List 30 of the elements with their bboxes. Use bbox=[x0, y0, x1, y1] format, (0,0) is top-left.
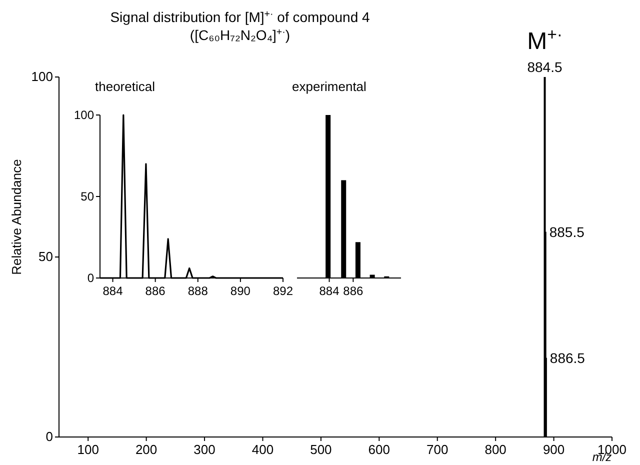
chart-title: experimental bbox=[292, 79, 367, 94]
annotation: 886.5 bbox=[550, 350, 586, 366]
x-tick-label: 300 bbox=[194, 442, 216, 457]
x-tick-label: 700 bbox=[426, 442, 448, 457]
chart-title: theoretical bbox=[95, 79, 156, 94]
x-tick-label: 500 bbox=[310, 442, 332, 457]
y-axis-title: Relative Abundance bbox=[9, 159, 24, 275]
x-tick-label: 892 bbox=[272, 284, 294, 298]
x-tick-label: 886 bbox=[343, 284, 364, 298]
x-tick-label: 900 bbox=[542, 442, 565, 457]
x-tick-label: 400 bbox=[252, 442, 274, 457]
x-tick-label: 600 bbox=[368, 442, 390, 457]
annotation: 885.5 bbox=[549, 224, 585, 240]
annotation: 884.5 bbox=[527, 59, 562, 75]
x-tick-label: 888 bbox=[188, 284, 208, 298]
y-tick-label: 100 bbox=[31, 69, 53, 84]
x-tick-label: 886 bbox=[145, 284, 166, 298]
x-tick-label: 200 bbox=[135, 442, 158, 457]
y-tick-label: 50 bbox=[38, 249, 53, 264]
y-tick-label: 0 bbox=[46, 429, 53, 444]
chart-subtitle: ([C₆₀H₇₂N₂O₄]$^{+·}$) bbox=[190, 26, 290, 43]
y-tick-label: 100 bbox=[74, 108, 94, 122]
text: M$^{+·}$ bbox=[527, 24, 562, 55]
y-tick-label: 0 bbox=[87, 271, 94, 285]
x-tick-label: 884 bbox=[102, 284, 124, 298]
x-tick-label: 800 bbox=[484, 442, 506, 457]
x-tick-label: 890 bbox=[230, 284, 251, 298]
y-tick-label: 50 bbox=[80, 190, 94, 204]
x-tick-label: 884 bbox=[319, 284, 340, 298]
chart-title: Signal distribution for [M]$^{+·}$ of compound 4 bbox=[110, 8, 370, 25]
